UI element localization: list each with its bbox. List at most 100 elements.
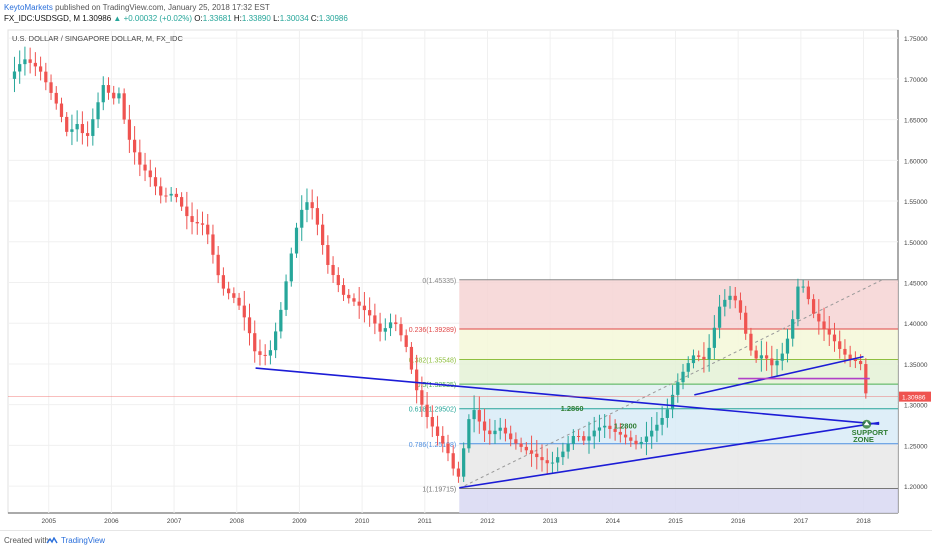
candle-body [430,416,434,427]
candle-body [279,309,283,332]
candle-body [75,124,79,130]
candle-body [44,71,48,83]
candle-body [127,119,132,140]
x-tick-label: 2014 [606,518,621,525]
symbol-label: FX_IDC:USDSGD, M [4,14,81,23]
candle-body [91,119,95,136]
x-tick-label: 2009 [292,518,307,525]
candle-body [582,436,586,441]
x-tick-label: 2018 [856,518,871,525]
candle-body [247,317,252,334]
candle-body [305,202,309,210]
fib-ratio: 0.236 [409,327,427,334]
candle-body [744,312,748,334]
candle-body [603,425,607,428]
candle-body [331,264,335,276]
candle-body [843,348,847,355]
candle-body [519,443,523,447]
candle-body [681,371,685,383]
change-arrow-icon: ▲ [113,14,122,23]
tradingview-logo-icon[interactable] [46,537,58,545]
candle-body [733,295,737,301]
candle-body [822,321,826,329]
fib-price: (1.25198) [426,442,456,449]
published-text: published on TradingView.com, January 25… [55,3,270,12]
candle-body [357,301,361,306]
rising-trendline [459,421,880,489]
candle-body [347,294,351,299]
candle-body [132,139,137,153]
fib-level-label: 0.382(1.35548) [409,357,457,364]
candle-body [404,335,408,347]
y-tick-label: 1.55000 [904,199,928,206]
candle-body [838,341,842,349]
candle-body [18,64,22,72]
candle-body [274,331,278,351]
fib-ratio: 0.786 [409,442,427,449]
fib-diagonal-line [459,279,883,489]
candle-body [754,350,758,359]
candle-body [660,417,664,425]
candle-body [415,369,419,391]
annotation-label: ZONE [853,435,874,444]
candle-body [378,323,382,332]
y-tick-label: 1.40000 [904,321,928,328]
candle-body [791,319,795,339]
candle-body [655,424,659,431]
y-tick-label: 1.35000 [904,362,928,369]
candle-body [629,437,633,441]
candle-body [80,124,84,134]
candle-body [159,186,163,196]
candle-body [764,355,769,359]
annotation-label: SUPPORT [852,428,889,437]
candle-body [388,322,393,329]
last-price-badge-label: 1.30986 [902,395,926,402]
candle-body [702,356,706,360]
x-tick-label: 2010 [355,518,370,525]
candle-body [785,338,790,354]
candle-body [639,441,643,445]
candle-body [174,193,179,198]
tradingview-link[interactable]: TradingView [61,536,106,545]
candle-body [853,359,857,362]
x-tick-label: 2006 [104,518,119,525]
candle-body [587,436,591,441]
candle-body [33,62,37,67]
candle-body [451,453,455,469]
candle-body [691,355,696,364]
x-tick-label: 2017 [794,518,809,525]
candle-body [38,66,43,72]
y-tick-label: 1.50000 [904,240,928,247]
fib-zone [459,443,898,489]
candle-body [738,300,743,313]
candle-body [399,324,403,336]
candle-body [12,71,17,79]
candle-body [70,129,74,132]
low-value: 1.30034 [279,14,309,23]
candle-body [503,427,508,434]
candle-body [112,92,116,99]
candle-body [801,286,805,288]
close-label: C: [310,14,319,23]
candle-body [759,355,763,359]
candle-body [749,333,753,351]
candle-body [676,382,680,395]
candle-body [817,313,821,322]
candle-body [613,428,617,432]
y-tick-label: 1.25000 [904,443,928,450]
candle-body [514,439,518,444]
x-tick-label: 2007 [167,518,182,525]
candle-body [237,297,241,306]
candle-body [54,92,58,104]
high-value: 1.33890 [241,14,271,23]
publisher-link[interactable]: KeytoMarkets [4,3,53,12]
x-tick-label: 2016 [731,518,746,525]
price-chart[interactable]: 1.20000 1.25000 1.30000 1.35000 1.40000 1.450… [0,0,932,530]
candle-body [477,410,481,422]
fib-price: (1.45335) [426,278,456,285]
candle-body [827,328,831,335]
created-with-text: Created with [4,536,49,545]
y-tick-label: 1.65000 [904,118,928,125]
candle-body [352,298,356,302]
fib-zone [459,488,898,513]
